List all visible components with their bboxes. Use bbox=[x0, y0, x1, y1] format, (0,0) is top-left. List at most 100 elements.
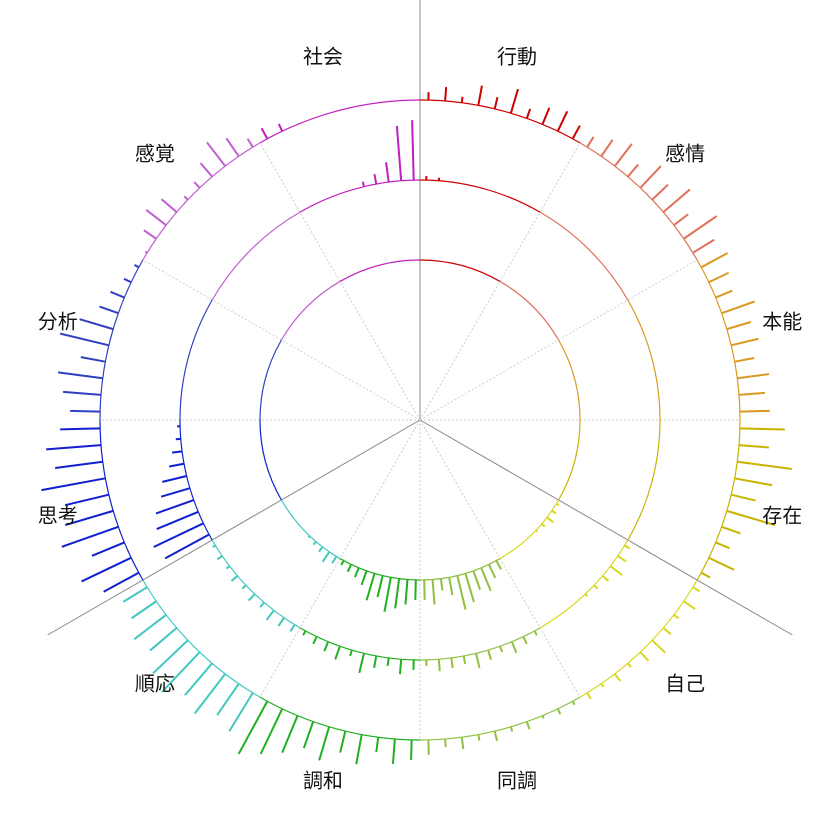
bar bbox=[673, 213, 689, 226]
bar bbox=[673, 614, 680, 620]
category-label: 分析 bbox=[38, 309, 78, 333]
bar bbox=[155, 499, 195, 515]
bar bbox=[627, 163, 639, 178]
bar bbox=[460, 96, 464, 103]
bar bbox=[63, 390, 102, 396]
bar bbox=[493, 730, 499, 742]
bar bbox=[385, 162, 390, 183]
category-label: 思考 bbox=[38, 504, 78, 528]
ring-arc bbox=[299, 179, 421, 213]
bar bbox=[312, 541, 317, 546]
ring-arc bbox=[179, 299, 213, 421]
bar bbox=[739, 409, 770, 413]
bar bbox=[715, 289, 733, 299]
category-label: 行動 bbox=[497, 44, 537, 68]
bar bbox=[448, 577, 454, 596]
category-label: 自己 bbox=[665, 672, 705, 696]
bar bbox=[692, 586, 701, 593]
bar bbox=[153, 522, 204, 548]
bar bbox=[394, 578, 401, 609]
bar bbox=[160, 198, 178, 213]
bar bbox=[509, 88, 519, 114]
bar bbox=[360, 570, 368, 586]
ring-arc bbox=[259, 696, 421, 741]
bar bbox=[546, 516, 554, 524]
bar bbox=[423, 579, 426, 600]
bar bbox=[64, 509, 114, 527]
bar bbox=[624, 544, 631, 550]
bar bbox=[600, 139, 614, 157]
bar bbox=[241, 584, 247, 590]
bar bbox=[533, 630, 538, 636]
bar bbox=[346, 563, 353, 573]
bar bbox=[312, 636, 318, 645]
bar bbox=[130, 600, 157, 620]
bar bbox=[230, 575, 239, 582]
bar bbox=[61, 525, 119, 548]
bar bbox=[162, 475, 187, 483]
bar bbox=[259, 601, 265, 608]
bar bbox=[386, 657, 390, 667]
bar bbox=[708, 271, 730, 284]
ring-arc bbox=[299, 627, 421, 661]
ring-arc bbox=[142, 579, 261, 698]
bar bbox=[193, 181, 201, 189]
bar bbox=[509, 726, 514, 732]
bar bbox=[541, 107, 551, 125]
bar bbox=[477, 85, 483, 106]
bar bbox=[237, 700, 269, 755]
ring-arc bbox=[419, 696, 581, 741]
bar bbox=[149, 627, 178, 652]
bar bbox=[444, 738, 447, 748]
ring-arc bbox=[499, 280, 560, 341]
sector-divider bbox=[419, 419, 793, 636]
bar bbox=[307, 535, 311, 539]
bar bbox=[614, 143, 633, 167]
bar bbox=[522, 636, 528, 645]
bar bbox=[91, 541, 125, 557]
bar bbox=[289, 624, 296, 632]
bar bbox=[499, 645, 504, 653]
ring-arc bbox=[280, 280, 341, 341]
bar bbox=[734, 477, 773, 487]
bar bbox=[143, 229, 157, 240]
bar bbox=[216, 555, 223, 561]
bar bbox=[60, 427, 101, 431]
ring-arc bbox=[539, 539, 629, 629]
bar bbox=[737, 373, 770, 380]
bar bbox=[480, 567, 492, 592]
bar bbox=[510, 641, 518, 654]
bar bbox=[551, 509, 557, 515]
bar bbox=[41, 477, 106, 492]
bar bbox=[439, 578, 444, 591]
bar bbox=[456, 575, 467, 610]
bar bbox=[617, 555, 627, 563]
bar bbox=[475, 653, 481, 669]
bar bbox=[302, 630, 307, 636]
category-label: 調和 bbox=[303, 769, 343, 793]
bar bbox=[193, 673, 226, 715]
bar bbox=[183, 195, 189, 201]
ring-arc bbox=[99, 259, 144, 421]
bar bbox=[586, 136, 595, 148]
ring-arc bbox=[627, 419, 661, 541]
ring-arc bbox=[419, 627, 541, 661]
bar bbox=[373, 655, 378, 668]
bar bbox=[460, 737, 465, 750]
bar bbox=[355, 734, 363, 765]
bar bbox=[80, 356, 106, 363]
bar bbox=[323, 641, 330, 652]
bar bbox=[487, 563, 497, 579]
bar bbox=[414, 579, 417, 600]
bar bbox=[206, 141, 226, 167]
bar bbox=[46, 444, 102, 451]
bar bbox=[277, 617, 285, 627]
bar bbox=[110, 290, 125, 299]
sector-divider bbox=[47, 419, 421, 636]
bar bbox=[331, 555, 338, 564]
bar bbox=[169, 462, 185, 468]
bar bbox=[79, 318, 114, 331]
bar bbox=[737, 460, 792, 470]
bar bbox=[354, 567, 360, 578]
